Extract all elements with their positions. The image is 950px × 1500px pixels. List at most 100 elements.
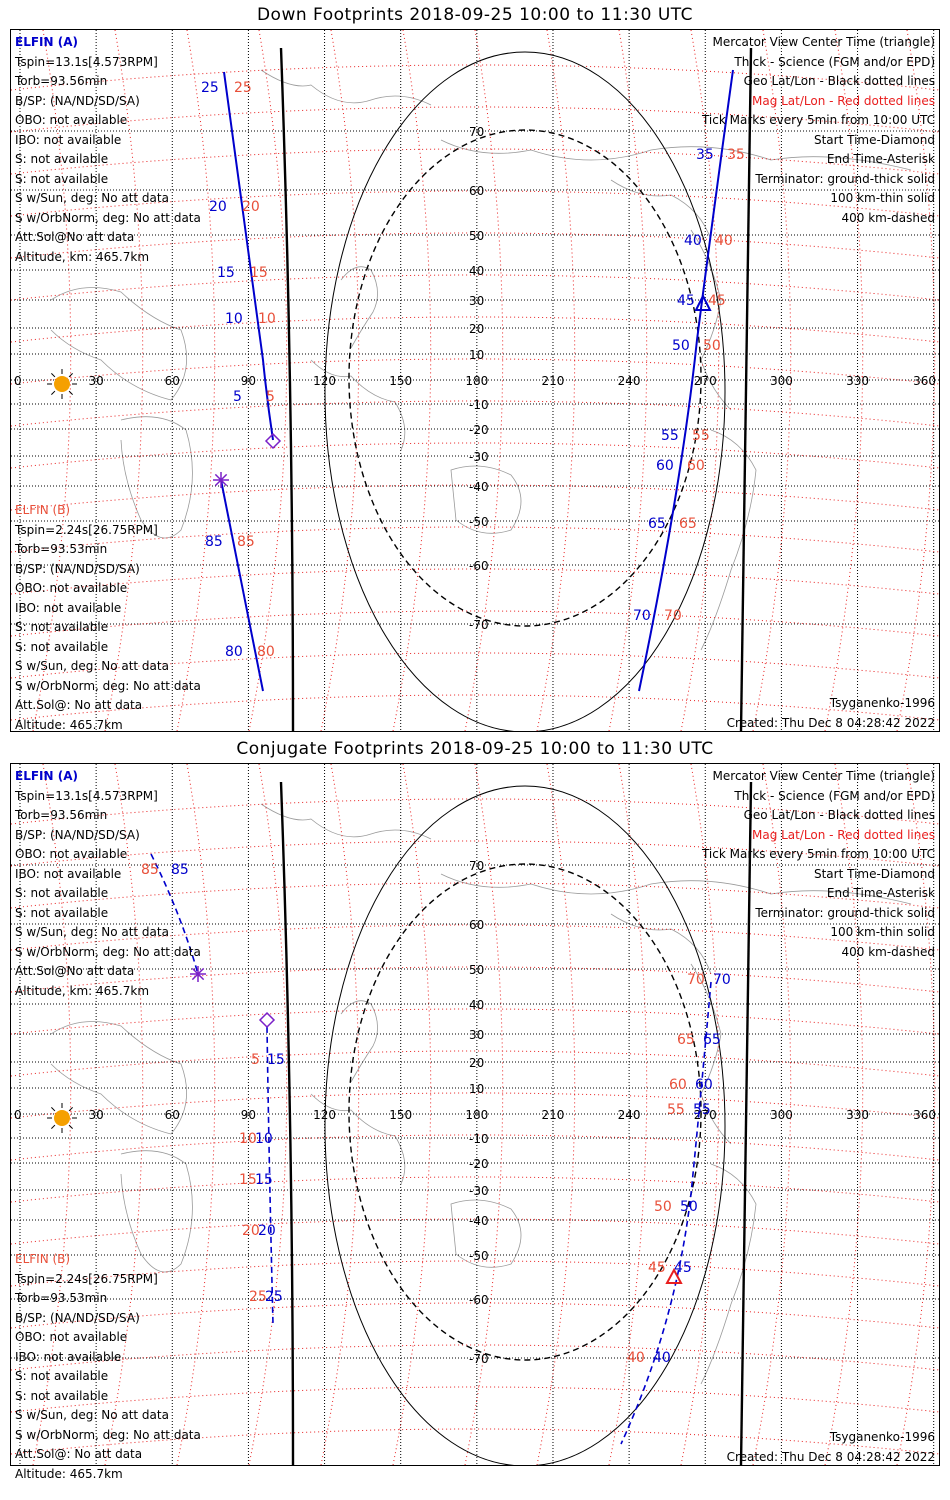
legend-line: 400 km-dashed — [841, 944, 935, 959]
tick-label-blue: 85 — [171, 862, 189, 878]
lon-label: 180 — [465, 374, 488, 388]
coastline — [700, 1163, 757, 1385]
coastline — [120, 1150, 193, 1273]
tick-label-blue: 65 — [648, 516, 666, 532]
info-line: Torb=93.53min — [15, 542, 108, 556]
mag-lon-line — [104, 30, 144, 731]
mag-lat-line — [11, 1050, 939, 1077]
mag-lat-line — [11, 1134, 939, 1161]
mag-lon-line — [680, 30, 720, 731]
lat-label: 70 — [469, 859, 484, 873]
footer-right: Tsyganenko-1996 Created: Thu Dec 8 04:28… — [727, 694, 935, 733]
mag-lat-line — [11, 1260, 939, 1287]
info-line: S: not available — [15, 1369, 109, 1383]
lon-label: 330 — [846, 1108, 869, 1122]
footer-right: Tsyganenko-1996 Created: Thu Dec 8 04:28… — [727, 1428, 935, 1467]
tick-label-red: 85 — [141, 862, 159, 878]
created-timestamp: Created: Thu Dec 8 04:28:42 2022 — [726, 1449, 935, 1464]
tick-label-blue: 85 — [205, 534, 223, 550]
mag-lat-line — [11, 568, 939, 595]
mag-lon-line — [608, 764, 648, 1465]
elfin-a-title: ELFIN (A) — [15, 35, 78, 49]
lat-label: -60 — [469, 559, 489, 573]
elfin-a-track-west — [266, 1026, 274, 1325]
mag-lon-line — [464, 764, 504, 1465]
coastline — [310, 1093, 406, 1185]
horizon-400km — [348, 863, 702, 1361]
tick-label-red: 65 — [677, 1032, 695, 1048]
mag-lat-line — [11, 148, 939, 175]
lon-label: 270 — [694, 1108, 717, 1122]
tick-label-red: 35 — [727, 147, 745, 163]
elfin-a-info: ELFIN (A) Tspin=13.1s[4.573RPM] Torb=93.… — [15, 33, 201, 267]
tick-label-blue: 10 — [255, 1131, 273, 1147]
mag-lat-line — [11, 484, 939, 511]
coastline — [440, 139, 912, 171]
info-line: Att.Sol@: No att data — [15, 698, 143, 712]
center-time-triangle — [694, 293, 712, 311]
info-line: B/SP: (NA/ND/SD/SA) — [15, 827, 140, 842]
info-line: OBO: not available — [15, 113, 128, 127]
conjugate-footprints-title: Conjugate Footprints 2018-09-25 10:00 to… — [236, 739, 714, 759]
mag-lon-line — [104, 764, 144, 1465]
coastline — [260, 69, 432, 106]
mag-lat-line — [11, 652, 939, 679]
tick-label-blue: 80 — [225, 644, 243, 660]
tick-label-blue: 15 — [267, 1052, 285, 1068]
tick-label-red: 5 — [251, 1052, 260, 1068]
tick-label-red: 20 — [242, 199, 260, 215]
terminator-line-east — [739, 781, 753, 1465]
lat-label: 30 — [469, 294, 484, 308]
lon-label: 60 — [165, 374, 180, 388]
info-line: Tspin=13.1s[4.573RPM] — [15, 788, 158, 803]
mag-lat-line — [11, 798, 939, 825]
start-diamond — [264, 432, 282, 450]
lat-label: 40 — [469, 264, 484, 278]
coastline — [260, 803, 432, 840]
lon-label: 90 — [241, 1108, 256, 1122]
elfin-b-title: ELFIN (B) — [15, 1252, 71, 1266]
mag-lon-line — [896, 30, 936, 731]
lat-label: 50 — [469, 229, 484, 243]
tick-label-blue: 5 — [233, 389, 242, 405]
tick-label-red: 60 — [669, 1077, 687, 1093]
mag-lon-line — [248, 764, 288, 1465]
tick-label-red: 85 — [237, 534, 255, 550]
tick-label-blue: 15 — [255, 1172, 273, 1188]
mag-lat-line — [11, 882, 939, 909]
mag-lat-line — [11, 442, 939, 469]
conjugate-footprints-panel: 0 30 60 90 120 150 180 210 240 270 300 330 360 70 60 50… — [10, 763, 940, 1481]
mag-lon-line — [320, 30, 360, 731]
legend-line: Thick - Science (FGM and/or EPD) — [734, 54, 935, 69]
sun-ray — [51, 390, 56, 395]
tick-label-red: 60 — [687, 458, 705, 474]
legend-line: Mag Lat/Lon - Red dotted lines — [751, 827, 935, 842]
mag-lat-line — [11, 1176, 939, 1203]
legend-line: Terminator: ground-thick solid — [755, 905, 935, 920]
mag-lon-line — [248, 30, 288, 731]
lat-label: -30 — [469, 1184, 489, 1198]
tick-label-red: 65 — [679, 516, 697, 532]
tick-label-blue: 40 — [684, 233, 702, 249]
lat-label: -20 — [469, 423, 489, 437]
lon-label: 360 — [913, 1108, 936, 1122]
lat-label: -20 — [469, 1157, 489, 1171]
info-line: OBO: not available — [15, 1330, 128, 1344]
mag-lat-line — [11, 924, 939, 951]
info-line: Torb=93.53min — [15, 1291, 108, 1305]
tick-label-red: 80 — [257, 644, 275, 660]
tick-label-red: 55 — [692, 428, 710, 444]
mag-lon-line — [392, 30, 432, 731]
mag-lon-line — [752, 30, 792, 731]
mag-lat-line — [11, 1218, 939, 1245]
down-footprints-title: Down Footprints 2018-09-25 10:00 to 11:3… — [256, 5, 694, 25]
mag-lon-line — [320, 764, 360, 1465]
legend-line: Start Time-Diamond — [813, 866, 935, 881]
lat-label: 10 — [469, 1082, 484, 1096]
tick-label-red: 50 — [703, 338, 721, 354]
coastline — [340, 266, 378, 349]
sun-ray — [68, 1124, 73, 1129]
lat-label: -30 — [469, 450, 489, 464]
tick-label-blue: 25 — [265, 1289, 283, 1305]
legend-line: 100 km-thin solid — [830, 191, 935, 205]
